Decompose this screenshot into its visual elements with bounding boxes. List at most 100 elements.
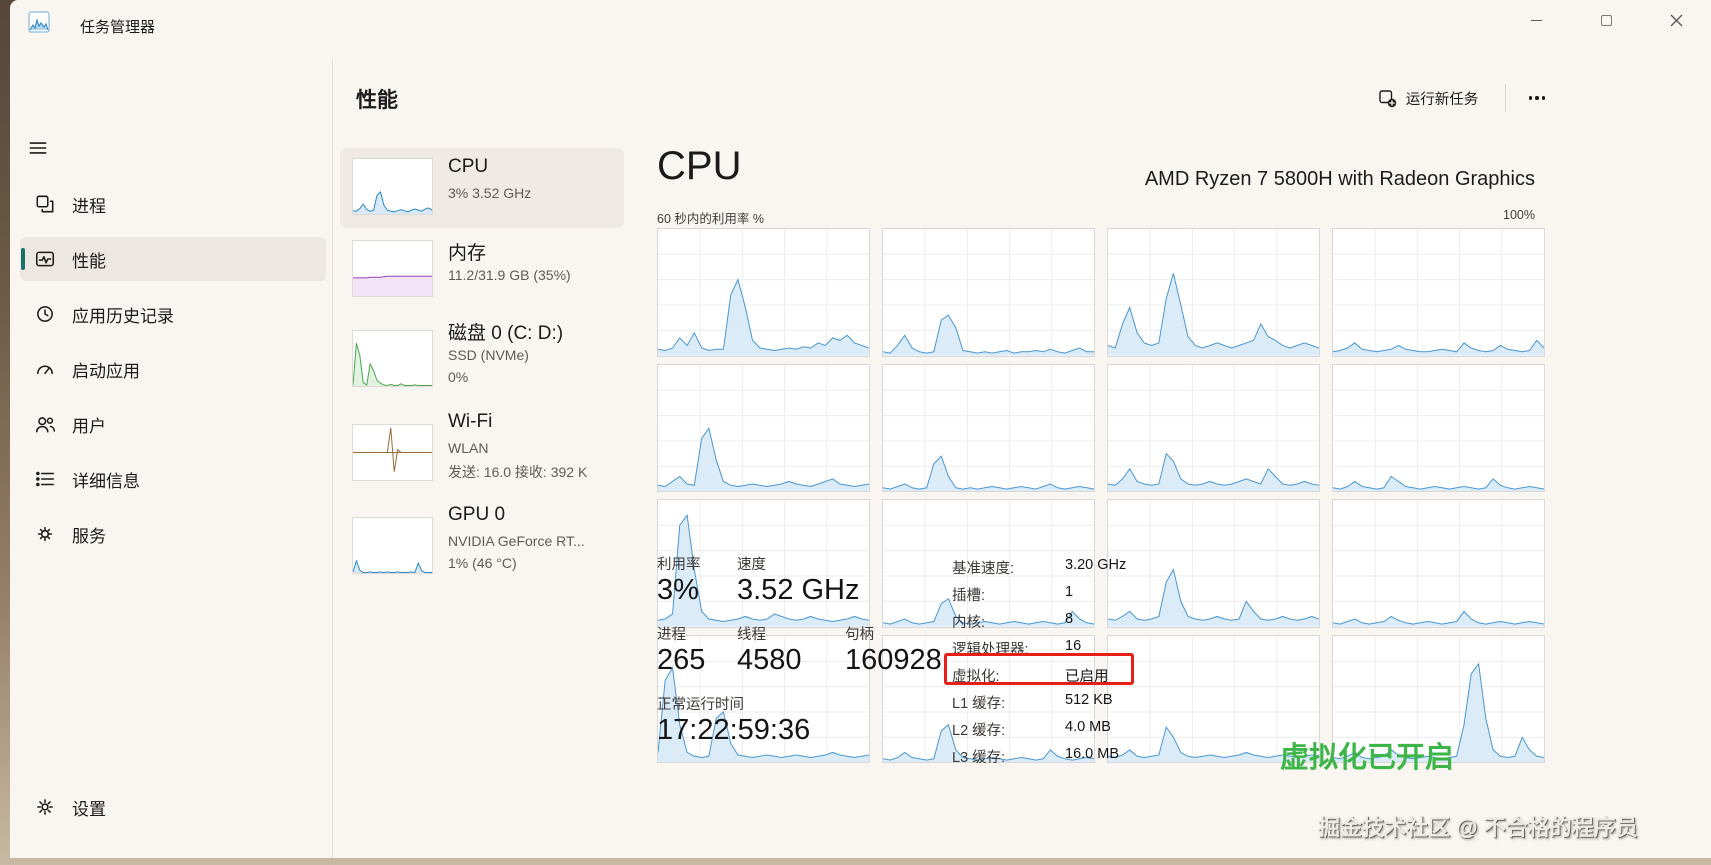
sidebar-item-startup-apps[interactable]: 启动应用 [20,347,326,391]
sidebar-item-label: 详细信息 [72,471,140,491]
stat-utilization-value: 3% [657,574,699,606]
sidebar-item-label: 服务 [72,526,106,546]
cpu-core-chart [657,363,870,493]
perf-item-title: 内存 [448,243,487,264]
stat-speed-label: 速度 [737,557,766,573]
cpu-core-chart [1332,363,1545,493]
cpu-core-chart [1107,228,1320,357]
perf-item-subtitle: NVIDIA GeForce RT... [448,533,585,549]
chart-caption: 60 秒内的利用率 % [657,212,764,226]
stat-handles-value: 160928 [845,644,942,676]
sidebar-item-app-history[interactable]: 应用历史记录 [20,292,326,336]
sidebar-item-label: 性能 [72,251,106,271]
sidebar-item-label: 设置 [72,799,106,819]
hamburger-icon [29,142,47,154]
sidebar-item-users[interactable]: 用户 [20,402,326,446]
perf-item-title: GPU 0 [448,504,506,525]
spec-value: 4.0 MB [1065,719,1111,735]
spec-value: 1 [1065,584,1074,600]
watermark: 掘金技术社区 @ 不合格的程序员 [1318,815,1638,840]
more-options-button[interactable] [1518,84,1556,112]
cpu-core-chart [657,634,870,764]
minimize-button[interactable] [1501,0,1571,40]
stat-threads-label: 线程 [737,627,766,643]
perf-item-subtitle: SSD (NVMe) [448,347,529,363]
stat-speed-value: 3.52 GHz [737,574,860,606]
cpu-core-chart [1332,499,1545,628]
sidebar-divider [332,60,333,858]
perf-item-memory[interactable]: 内存 11.2/31.9 GB (35%) [340,232,624,310]
sidebar-item-services[interactable]: 服务 [20,512,326,556]
spec-row-cores: 内核: 8 [952,607,1212,634]
perf-item-gpu[interactable]: GPU 0 NVIDIA GeForce RT... 1% (46 °C) [340,500,624,590]
sidebar-item-details[interactable]: 详细信息 [20,457,326,501]
stat-uptime-label: 正常运行时间 [657,697,744,713]
stat-uptime-value: 17:22:59:36 [657,714,811,746]
cpu-thumbnail-chart [352,158,433,215]
spec-row-base-speed: 基准速度: 3.20 GHz [952,553,1212,580]
maximize-button[interactable] [1571,0,1641,40]
close-button[interactable] [1641,0,1711,40]
users-icon [35,417,56,433]
cpu-core-chart [1107,363,1320,493]
cpu-core-chart [1332,634,1545,764]
spec-row-logical-processors: 逻辑处理器: 16 [952,634,1212,661]
sidebar-item-settings[interactable]: 设置 [20,785,326,829]
spec-value: 16.0 MB [1065,746,1119,762]
cpu-section-title: CPU [657,144,742,188]
spec-value: 512 KB [1065,692,1113,708]
spec-row-l2-cache: L2 缓存: 4.0 MB [952,715,1212,742]
sidebar-item-label: 应用历史记录 [72,306,174,326]
sidebar-item-label: 进程 [72,196,106,216]
spec-label: 内核: [952,615,986,631]
task-manager-window: 任务管理器 进程 性能 应用历史记录 [10,0,1711,858]
run-new-task-button[interactable]: 运行新任务 [1358,80,1498,116]
sidebar-item-processes[interactable]: 进程 [20,182,326,226]
cpu-core-chart [882,499,1095,628]
spec-row-l3-cache: L3 缓存: 16.0 MB [952,742,1212,769]
cpu-core-chart [882,228,1095,357]
spec-label: 逻辑处理器: [952,642,1029,658]
virtualization-annotation: 虚拟化已开启 [1280,742,1455,774]
wifi-thumbnail-chart [352,424,433,481]
more-options-icon [1541,96,1546,100]
cpu-core-grid [657,228,1545,764]
memory-thumbnail-chart [352,240,433,297]
sidebar-item-label: 用户 [72,416,106,436]
spec-value: 3.20 GHz [1065,557,1127,573]
spec-value: 16 [1065,638,1082,654]
run-new-task-label: 运行新任务 [1405,91,1479,108]
perf-item-subtitle: 1% (46 °C) [448,555,517,571]
page-title: 性能 [356,89,398,112]
cpu-core-chart [882,634,1095,764]
spec-row-l1-cache: L1 缓存: 512 KB [952,688,1212,715]
spec-label: L1 缓存: [952,696,1006,712]
startup-icon [37,365,53,375]
spec-label: 插槽: [952,588,986,604]
stat-threads-value: 4580 [737,644,802,676]
perf-item-subtitle: 0% [448,369,469,385]
perf-item-wifi[interactable]: Wi-Fi WLAN 发送: 16.0 接收: 392 K [340,407,624,497]
hamburger-button[interactable] [24,134,52,162]
stat-utilization-label: 利用率 [657,557,701,573]
perf-item-title: Wi-Fi [448,411,493,432]
perf-item-title: 磁盘 0 (C: D:) [448,323,564,344]
details-icon [36,471,55,487]
maximize-icon [1600,14,1612,26]
cpu-core-chart [882,363,1095,493]
stat-processes-value: 265 [657,644,706,676]
window-title: 任务管理器 [80,19,156,36]
title-bar: 任务管理器 [10,0,1711,52]
perf-item-subtitle: 发送: 16.0 接收: 392 K [448,464,588,480]
spec-value: 8 [1065,611,1074,627]
sidebar-item-label: 启动应用 [72,361,140,381]
spec-label: L2 缓存: [952,723,1006,739]
header-divider [1505,84,1506,112]
cpu-core-chart [1107,499,1320,628]
sidebar-item-performance[interactable]: 性能 [20,237,326,281]
perf-item-disk[interactable]: 磁盘 0 (C: D:) SSD (NVMe) 0% [340,314,624,404]
chart-scale-max: 100% [1503,208,1535,222]
perf-item-cpu[interactable]: CPU 3% 3.52 GHz [340,148,624,228]
cpu-core-chart [657,228,870,357]
sidebar-bottom: 设置 [20,785,326,840]
